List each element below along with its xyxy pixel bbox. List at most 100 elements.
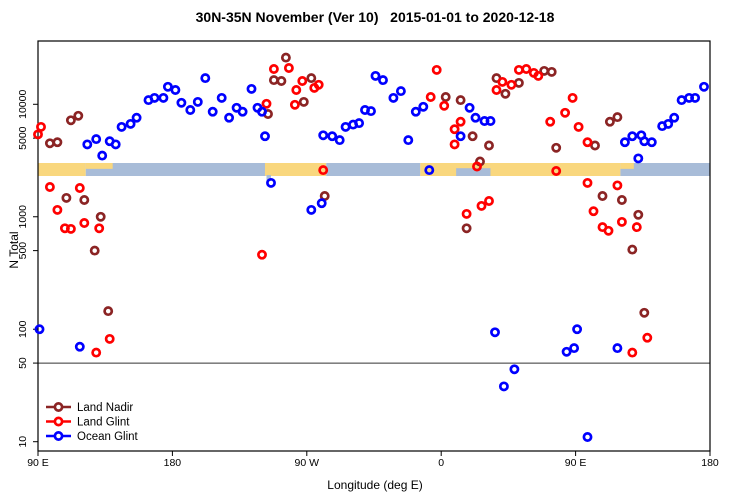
data-point: [91, 347, 102, 358]
data-point: [612, 180, 623, 191]
data-point: [590, 140, 600, 151]
data-point: [627, 244, 638, 255]
data-point: [318, 165, 329, 176]
legend-marker: [53, 431, 64, 441]
legend: Land Nadir Land Glint Ocean Glint: [46, 402, 139, 443]
data-point: [639, 136, 650, 147]
data-point: [162, 81, 173, 92]
data-point: [316, 198, 327, 209]
data-point: [65, 115, 76, 126]
x-tick-label: 0: [438, 457, 444, 469]
data-point: [260, 131, 270, 142]
data-point: [627, 347, 638, 358]
x-axis-title: Longitude (deg E): [327, 478, 423, 492]
data-point: [573, 121, 584, 132]
band-segment-ocean: [85, 163, 265, 176]
band-overlay-ocean: [266, 175, 271, 181]
data-point: [289, 99, 300, 110]
data-point: [582, 177, 593, 188]
x-tick-label: 90 E: [27, 457, 49, 469]
data-point: [616, 216, 627, 227]
data-point: [388, 92, 399, 103]
data-point: [612, 343, 623, 354]
data-point: [569, 343, 580, 354]
data-point: [425, 92, 436, 102]
data-point: [237, 106, 248, 117]
data-point: [176, 97, 187, 108]
data-point: [455, 95, 466, 106]
band-segment-ocean: [620, 163, 710, 176]
data-point: [627, 131, 638, 142]
data-point: [676, 95, 687, 106]
axes: 90 E 180 90 W 0 90 E 180 10 50 100 500 1000 5000 100…: [17, 40, 719, 469]
data-point: [604, 116, 615, 127]
data-point: [306, 73, 317, 84]
surface-band: [38, 163, 710, 181]
legend-item-land-nadir: Land Nadir: [46, 402, 133, 414]
data-point: [158, 92, 169, 103]
data-point: [690, 92, 701, 103]
data-point: [669, 112, 680, 123]
data-point: [257, 249, 267, 260]
data-point: [464, 102, 475, 113]
data-point: [440, 92, 451, 102]
x-tick-label: 90 E: [565, 457, 587, 469]
data-point: [44, 138, 55, 149]
data-point: [395, 86, 406, 97]
data-point: [533, 70, 544, 81]
legend-item-land-glint: Land Glint: [46, 417, 130, 429]
band-overlay-land: [85, 163, 113, 169]
data-point: [561, 346, 572, 357]
data-point: [633, 209, 644, 220]
data-point: [65, 223, 76, 234]
data-point: [170, 85, 181, 95]
data-point: [200, 73, 211, 84]
data-point: [603, 225, 614, 236]
data-point: [149, 92, 160, 103]
data-point: [366, 106, 376, 117]
data-point: [94, 223, 105, 234]
data-point: [431, 64, 442, 75]
data-point: [266, 177, 276, 188]
y-tick-label: 10000: [17, 90, 29, 119]
band-segment-land: [38, 163, 86, 176]
series-ocean-glint: [34, 70, 709, 442]
data-point: [484, 196, 494, 206]
data-point: [378, 75, 388, 86]
data-point: [52, 204, 63, 215]
data-point: [560, 107, 571, 118]
data-point: [521, 64, 532, 74]
data-point: [125, 118, 136, 129]
data-point: [616, 195, 627, 205]
data-point: [461, 208, 472, 219]
legend-item-ocean-glint: Ocean Glint: [46, 431, 139, 443]
band-overlay-ocean: [456, 168, 491, 176]
data-point: [449, 139, 460, 150]
data-point: [642, 332, 653, 343]
band-segment-land: [420, 163, 621, 176]
data-point: [370, 70, 381, 81]
data-point: [318, 130, 329, 141]
x-tick-label: 180: [701, 457, 719, 469]
data-point: [192, 96, 203, 107]
band-segment-ocean: [326, 163, 421, 176]
data-point: [424, 165, 435, 176]
data-point: [131, 112, 142, 123]
data-point: [95, 211, 106, 222]
data-point: [485, 116, 496, 126]
data-point: [74, 341, 85, 352]
data-point: [699, 81, 709, 92]
data-point: [104, 333, 115, 344]
data-point: [280, 52, 291, 63]
data-point: [472, 161, 482, 172]
data-point: [103, 306, 114, 317]
data-point: [354, 118, 365, 129]
data-point: [633, 153, 644, 164]
data-point: [91, 134, 102, 145]
chart-title: 30N-35N November (Ver 10) 2015-01-01 to …: [195, 9, 555, 25]
data-point: [639, 307, 650, 318]
data-point: [291, 85, 302, 95]
data-point: [261, 98, 272, 109]
data-point: [506, 79, 517, 90]
